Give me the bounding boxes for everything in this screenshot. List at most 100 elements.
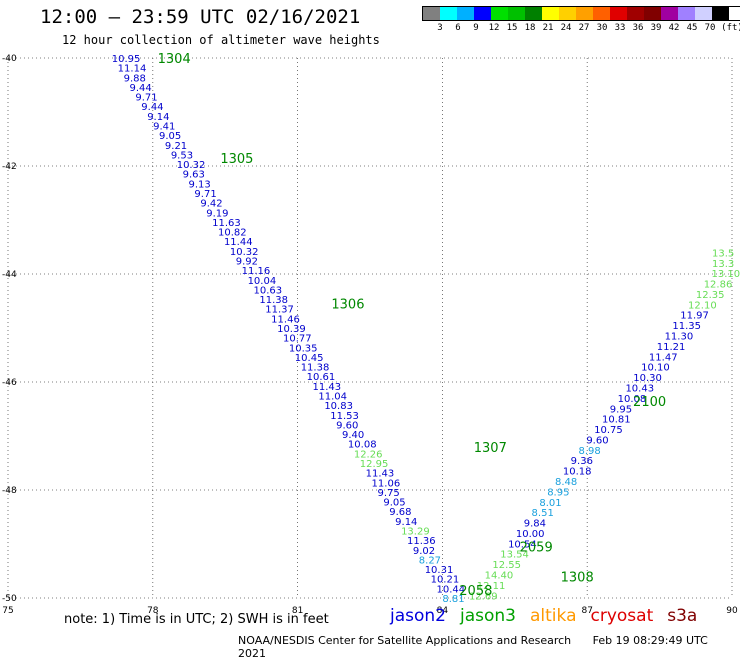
legend-swatch-15 <box>678 7 695 20</box>
x-tick-label: 90 <box>726 606 738 616</box>
swh-data-label: 11.38 <box>301 363 330 374</box>
swh-data-label: 11.97 <box>680 311 709 322</box>
legend-swatch-9 <box>576 7 593 20</box>
swh-data-label: 10.08 <box>348 440 377 451</box>
swh-data-label: 10.61 <box>307 372 336 383</box>
swh-data-label: 9.71 <box>194 189 216 200</box>
swh-data-label: 11.46 <box>271 314 300 325</box>
swh-data-label: 11.44 <box>224 237 253 248</box>
swh-data-label: 9.88 <box>124 73 146 84</box>
time-label: 1304 <box>158 52 191 67</box>
swh-data-label: 10.21 <box>431 575 460 586</box>
swh-data-label: 11.63 <box>212 218 241 229</box>
swh-data-label: 9.13 <box>189 179 211 190</box>
legend-tick: 24 <box>560 23 572 33</box>
legend-tick: 30 <box>596 23 608 33</box>
swh-data-label: 8.48 <box>555 477 577 488</box>
swh-data-label: 12.95 <box>360 459 389 470</box>
y-tick-label: -50 <box>2 594 17 604</box>
legend-swatch-11 <box>610 7 627 20</box>
swh-data-label: 10.54 <box>508 539 537 550</box>
swh-data-label: 9.14 <box>147 112 169 123</box>
swh-data-label: 12.55 <box>492 560 521 571</box>
swh-data-label: 12.10 <box>688 300 717 311</box>
swh-data-label: 10.18 <box>563 467 592 478</box>
swh-data-label: 9.02 <box>413 546 435 557</box>
swh-data-label: 9.05 <box>159 131 181 142</box>
y-tick-label: -48 <box>2 486 17 496</box>
swh-data-label: 14.40 <box>485 571 514 582</box>
swh-data-label: 10.75 <box>594 425 623 436</box>
swh-data-label: 10.45 <box>295 353 324 364</box>
legend-swatch-4 <box>491 7 508 20</box>
x-tick-label: 87 <box>581 606 592 616</box>
legend-tick: 36 <box>632 23 644 33</box>
legend-tick: 45 <box>686 23 698 33</box>
swh-data-label: 10.04 <box>248 276 277 287</box>
legend-tick: 12 <box>488 23 500 33</box>
legend-tick: 15 <box>506 23 518 33</box>
swh-data-label: 11.38 <box>259 295 288 306</box>
legend-swatch-5 <box>508 7 525 20</box>
legend-swatch-12 <box>627 7 644 20</box>
swh-data-label: 11.43 <box>366 469 395 480</box>
swh-data-label: 11.47 <box>649 352 678 363</box>
swh-data-label: 11.37 <box>265 305 294 316</box>
swh-data-label: 9.84 <box>524 519 546 530</box>
swh-data-label: 9.40 <box>342 430 364 441</box>
legend-swatch-8 <box>559 7 576 20</box>
y-tick-label: -46 <box>2 378 17 388</box>
legend-tick: 9 <box>473 23 479 33</box>
legend-swatch-7 <box>542 7 559 20</box>
swh-data-label: 11.53 <box>330 411 359 422</box>
time-label: 1306 <box>331 298 364 313</box>
satellite-legend: jason2 jason3 altika cryosat s3a <box>390 606 711 626</box>
legend-swatch-14 <box>661 7 678 20</box>
satellite-altika: altika <box>530 606 577 626</box>
swh-data-label: 11.06 <box>372 478 401 489</box>
swh-data-label: 10.32 <box>177 160 206 171</box>
swh-data-label: 11.30 <box>665 332 694 343</box>
swh-data-label: 11.04 <box>318 392 347 403</box>
swh-data-label: 10.95 <box>112 54 141 65</box>
swh-data-label: 10.30 <box>633 373 662 384</box>
swh-data-label: 9.19 <box>206 208 228 219</box>
swh-data-label: 9.14 <box>395 517 417 528</box>
time-label: 2059 <box>520 541 553 556</box>
footer: NOAA/NESDIS Center for Satellite Applica… <box>238 634 740 660</box>
satellite-cryosat: cryosat <box>590 606 654 626</box>
swh-data-label: 11.35 <box>672 321 701 332</box>
x-tick-label: 75 <box>2 606 13 616</box>
swh-data-label: 10.32 <box>230 247 259 258</box>
swh-data-label: 11.16 <box>242 266 271 277</box>
swh-data-label: 10.81 <box>602 415 631 426</box>
legend-tick: 6 <box>455 23 461 33</box>
footer-center-name: NOAA/NESDIS Center for Satellite Applica… <box>238 634 572 647</box>
page-title: 12:00 — 23:59 UTC 02/16/2021 <box>40 6 361 28</box>
swh-data-label: 8.01 <box>539 498 561 509</box>
swh-data-label: 9.95 <box>610 404 632 415</box>
x-tick-label: 78 <box>147 606 159 616</box>
swh-data-label: 9.21 <box>165 141 187 152</box>
swh-data-label: 10.43 <box>625 383 654 394</box>
satellite-s3a: s3a <box>667 606 698 626</box>
satellite-jason2: jason2 <box>390 606 446 626</box>
swh-data-label: 9.53 <box>171 150 193 161</box>
legend-tick: 21 <box>542 23 554 33</box>
swh-data-label: 10.63 <box>253 285 282 296</box>
swh-data-label: 13.29 <box>401 527 430 538</box>
swh-data-label: 11.43 <box>313 382 342 393</box>
legend-tick: 18 <box>524 23 536 33</box>
swh-data-label: 9.75 <box>377 488 399 499</box>
x-tick-label: 84 <box>437 606 449 616</box>
legend-tick: 27 <box>578 23 590 33</box>
swh-data-label: 13.54 <box>500 550 529 561</box>
y-tick-label: -40 <box>2 54 17 64</box>
swh-data-label: 12.35 <box>696 290 725 301</box>
swh-data-label: 9.60 <box>336 420 358 431</box>
swh-data-label: 9.92 <box>236 257 258 268</box>
legend-swatch-2 <box>457 7 474 20</box>
